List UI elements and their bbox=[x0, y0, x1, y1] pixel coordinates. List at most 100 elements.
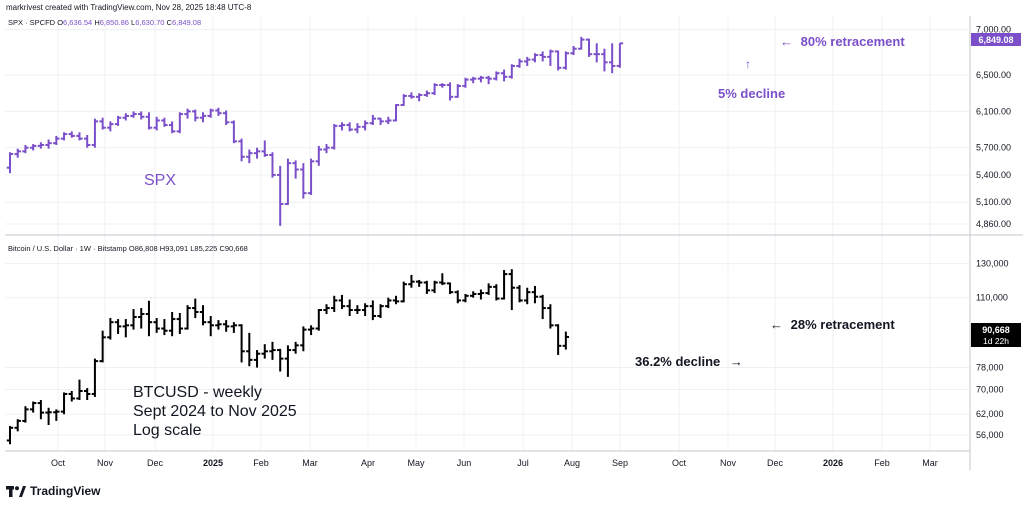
btc-ohlc-bar bbox=[91, 358, 99, 397]
btc-ohlc-bar bbox=[253, 350, 261, 368]
btc-ohlc-bar bbox=[238, 324, 245, 363]
x-tick-label: Oct bbox=[51, 458, 66, 468]
btc-ohlc-bar bbox=[138, 308, 145, 329]
spx-ohlc-bar bbox=[454, 84, 461, 98]
spx-ohlc-bar bbox=[315, 145, 322, 166]
spx-ohlc-bar bbox=[261, 140, 268, 157]
spx-ohlc-bar bbox=[392, 104, 400, 122]
spx-ohlc-bar bbox=[593, 43, 600, 63]
btc-ohlc-bar bbox=[114, 319, 122, 334]
btc-ohlc-bar bbox=[84, 388, 91, 400]
spx-legend-low: 6,630.70 bbox=[135, 18, 164, 27]
btc-ohlc-bar bbox=[246, 332, 253, 367]
btc-ohlc-bar bbox=[307, 325, 315, 336]
btc-ohlc-bar bbox=[22, 406, 29, 423]
btc-ohlc-bar bbox=[377, 304, 384, 319]
spx-ohlc-bar bbox=[230, 120, 238, 144]
btc-ohlc-bar bbox=[37, 399, 45, 420]
x-tick-label: Nov bbox=[97, 458, 114, 468]
spx-ohlc-bar bbox=[37, 142, 45, 149]
btc-ohlc-bar bbox=[6, 426, 14, 445]
spx-ohlc-bar bbox=[385, 116, 392, 125]
btc-ohlc-bar bbox=[400, 281, 407, 303]
spx-ohlc-bar bbox=[554, 50, 562, 71]
btc-ohlc-bar bbox=[431, 280, 438, 294]
x-tick-label: Feb bbox=[253, 458, 269, 468]
btc-ohlc-bar bbox=[76, 379, 83, 400]
spx-ohlc-bar bbox=[361, 120, 369, 131]
x-tick-label: Apr bbox=[361, 458, 375, 468]
btc-ohlc-bar bbox=[462, 293, 469, 303]
btc-ohlc-bar bbox=[68, 391, 75, 402]
spx-y-tick-label: 6,100.00 bbox=[976, 106, 1011, 116]
x-tick-label: Nov bbox=[720, 458, 737, 468]
btc-ohlc-bar bbox=[315, 309, 322, 331]
tradingview-logo-icon bbox=[6, 485, 26, 497]
spx-ohlc-bar bbox=[176, 112, 184, 134]
btc-ohlc-bar bbox=[161, 319, 168, 336]
spx-ohlc-bar bbox=[84, 134, 91, 148]
btc-ohlc-bar bbox=[354, 305, 361, 314]
btc-ohlc-bar bbox=[554, 324, 562, 355]
spx-ohlc-bar bbox=[269, 152, 276, 178]
spx-ohlc-bar bbox=[531, 53, 539, 63]
spx-ohlc-bar bbox=[562, 51, 570, 70]
btc-ohlc-bar bbox=[130, 309, 137, 330]
spx-ohlc-bar bbox=[284, 158, 292, 206]
spx-ohlc-bar bbox=[107, 121, 114, 132]
x-axis-ticks: Oct Nov Dec 2025 Feb Mar Apr May Jun Jul Aug Sep Oct… bbox=[51, 458, 938, 468]
btc-ohlc-bar bbox=[408, 274, 415, 288]
spx-ohlc-bar bbox=[331, 124, 338, 150]
spx-ohlc-bar bbox=[99, 117, 106, 130]
btc-ohlc-bar bbox=[524, 287, 531, 305]
btc-y-tick-label: 130,000 bbox=[976, 259, 1009, 269]
x-tick-label: Jun bbox=[457, 458, 472, 468]
spx-ohlc-bar bbox=[431, 83, 438, 96]
btc-ohlc-bar bbox=[269, 341, 276, 360]
spx-ohlc-bar bbox=[470, 76, 477, 84]
axes bbox=[5, 16, 1023, 470]
x-tick-label: 2025 bbox=[203, 458, 223, 468]
btc-ohlc-bar bbox=[107, 318, 114, 340]
spx-ohlc-bar bbox=[277, 165, 284, 226]
spx-ohlc-bar bbox=[22, 144, 29, 154]
spx-ohlc-bar bbox=[199, 112, 207, 123]
btc-y-tick-label: 62,000 bbox=[976, 409, 1004, 419]
spx-legend-high: 6,850.86 bbox=[100, 18, 129, 27]
btc-ohlc-bar bbox=[392, 295, 400, 305]
btc-ohlc-series bbox=[6, 269, 570, 445]
spx-ohlc-bar bbox=[53, 135, 60, 145]
btc-ohlc-bar bbox=[531, 285, 539, 304]
x-tick-label: Sep bbox=[612, 458, 628, 468]
spx-y-axis-ticks: 7,000.00 6,500.00 6,100.00 5,700.00 5,400.00… bbox=[976, 25, 1011, 229]
btc-ohlc-bar bbox=[168, 312, 176, 337]
btc-ohlc-bar bbox=[184, 305, 191, 330]
btc-ohlc-bar bbox=[547, 304, 554, 329]
x-tick-label: Dec bbox=[767, 458, 784, 468]
x-tick-label: Dec bbox=[147, 458, 164, 468]
btc-ohlc-bar bbox=[439, 273, 446, 286]
btc-ohlc-bar bbox=[29, 401, 37, 413]
spx-ohlc-bar bbox=[400, 94, 407, 107]
btc-ohlc-bar bbox=[477, 289, 485, 300]
spx-ohlc-bar bbox=[6, 152, 14, 174]
btc-ohlc-bar bbox=[292, 341, 299, 354]
spx-y-tick-label: 7,000.00 bbox=[976, 25, 1011, 35]
btc-ohlc-bar bbox=[508, 269, 515, 311]
spx-ohlc-bar bbox=[300, 163, 307, 199]
spx-y-tick-label: 4,860.00 bbox=[976, 219, 1011, 229]
btc-ohlc-bar bbox=[53, 409, 60, 421]
spx-ohlc-bar bbox=[161, 117, 168, 127]
x-tick-label: Feb bbox=[874, 458, 890, 468]
btc-ohlc-bar bbox=[338, 294, 346, 310]
tradingview-logo[interactable]: TradingView bbox=[6, 484, 100, 498]
btc-legend-symbol: Bitcoin / U.S. Dollar · 1W · Bitstamp bbox=[8, 244, 127, 253]
x-tick-label: Aug bbox=[564, 458, 580, 468]
btc-ohlc-bar bbox=[176, 312, 184, 334]
spx-ohlc-bar bbox=[184, 108, 191, 119]
btc-countdown-label: 1d 22h bbox=[983, 336, 1009, 346]
btc-ohlc-bar bbox=[215, 320, 222, 330]
btc-ohlc-bar bbox=[300, 326, 307, 352]
spx-ohlc-bar bbox=[570, 45, 577, 56]
